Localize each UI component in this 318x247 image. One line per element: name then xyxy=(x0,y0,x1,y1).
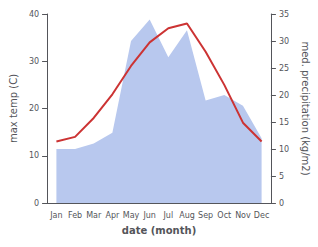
svg-text:35: 35 xyxy=(279,10,289,19)
svg-text:Jun: Jun xyxy=(142,211,156,220)
svg-text:5: 5 xyxy=(279,172,284,181)
svg-text:May: May xyxy=(123,211,140,220)
svg-text:Jan: Jan xyxy=(49,211,62,220)
svg-text:20: 20 xyxy=(29,104,39,113)
svg-text:Sep: Sep xyxy=(198,211,213,220)
svg-text:date (month): date (month) xyxy=(122,225,196,236)
svg-text:Dec: Dec xyxy=(254,211,269,220)
svg-text:Feb: Feb xyxy=(68,211,82,220)
svg-text:max temp (C): max temp (C) xyxy=(8,74,19,143)
svg-text:Nov: Nov xyxy=(235,211,251,220)
svg-text:10: 10 xyxy=(29,151,39,160)
svg-text:25: 25 xyxy=(279,64,289,73)
svg-text:Apr: Apr xyxy=(105,211,120,220)
svg-text:40: 40 xyxy=(29,10,39,19)
svg-text:30: 30 xyxy=(29,57,39,66)
svg-text:Jul: Jul xyxy=(162,211,173,220)
svg-text:0: 0 xyxy=(34,199,39,208)
svg-text:30: 30 xyxy=(279,37,289,46)
svg-text:15: 15 xyxy=(279,118,289,127)
svg-text:med. precipitation (kg/m2): med. precipitation (kg/m2) xyxy=(300,41,311,175)
svg-text:Aug: Aug xyxy=(179,211,195,220)
svg-text:Mar: Mar xyxy=(86,211,102,220)
svg-text:Oct: Oct xyxy=(217,211,231,220)
svg-text:0: 0 xyxy=(279,199,284,208)
svg-text:10: 10 xyxy=(279,145,289,154)
svg-text:20: 20 xyxy=(279,91,289,100)
